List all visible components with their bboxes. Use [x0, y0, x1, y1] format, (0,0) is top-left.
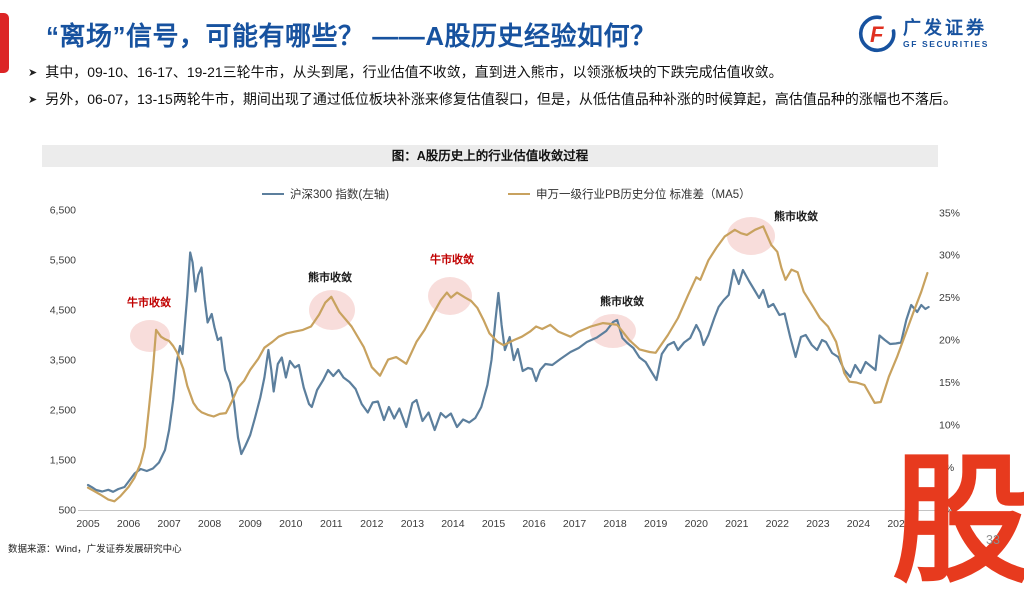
x-axis-tick: 2018 [603, 518, 627, 530]
y-axis-tick-right: 0% [939, 504, 954, 516]
accent-bar [0, 13, 9, 73]
pb-percentile-std-line [86, 225, 929, 503]
x-axis-tick: 2012 [360, 518, 384, 530]
source-note: 数据来源：Wind，广发证券发展研究中心 [8, 544, 182, 555]
highlight-ellipse [309, 290, 355, 330]
x-axis-tick: 2008 [198, 518, 222, 530]
legend-item-pb-std: 申万一级行业PB历史分位 标准差（MA5） [508, 186, 751, 202]
y-axis-tick-right: 20% [939, 335, 960, 347]
annotation-label: 熊市收敛 [600, 294, 644, 308]
legend-label-hs300: 沪深300 指数(左轴) [290, 189, 390, 201]
y-axis-tick-right: 15% [939, 377, 960, 389]
y-axis-tick-left: 4,500 [50, 305, 76, 317]
chart-header-bar: 图：A股历史上的行业估值收敛过程 [42, 145, 938, 167]
bullet-item-2: ➤ 另外，06-07，13-15两轮牛市，期间出现了通过低位板块补涨来修复估值裂口… [28, 89, 1018, 109]
chart-legend: 沪深300 指数(左轴) 申万一级行业PB历史分位 标准差（MA5） [0, 186, 1024, 202]
x-axis-tick: 2009 [239, 518, 263, 530]
x-axis-tick: 2016 [522, 518, 546, 530]
y-axis-tick-right: 30% [939, 250, 960, 262]
hs300-line [86, 251, 930, 493]
y-axis-tick-left: 3,500 [50, 355, 76, 367]
chart-title: 图：A股历史上的行业估值收敛过程 [391, 149, 589, 163]
gf-securities-logo: F 广发证券 GF SECURITIES [857, 14, 989, 54]
highlight-ellipse [590, 314, 636, 348]
y-axis-tick-left: 2,500 [50, 405, 76, 417]
bullet-arrow-icon: ➤ [28, 94, 38, 106]
bullet-text-1: 其中，09-10、16-17、19-21三轮牛市，从头到尾，行业估值不收敛，直到… [45, 64, 783, 80]
legend-swatch-pb-std [508, 192, 530, 196]
legend-label-pb-std: 申万一级行业PB历史分位 标准差（MA5） [536, 189, 751, 201]
y-axis-tick-right: 35% [939, 207, 960, 219]
bullet-item-1: ➤ 其中，09-10、16-17、19-21三轮牛市，从头到尾，行业估值不收敛，直… [28, 62, 1018, 82]
x-axis-tick: 2011 [320, 518, 343, 530]
y-axis-tick-left: 6,500 [50, 205, 76, 217]
logo-name-en: GF SECURITIES [903, 39, 989, 50]
svg-text:F: F [870, 22, 884, 47]
annotation-label: 牛市收敛 [430, 252, 474, 266]
y-axis-tick-left: 500 [58, 505, 76, 517]
annotation-label: 熊市收敛 [308, 270, 352, 284]
highlight-ellipse [130, 320, 170, 352]
page-number: 33 [986, 533, 1000, 547]
x-axis-tick: 2013 [401, 518, 425, 530]
gf-logo-mark-icon: F [858, 15, 896, 53]
y-axis-tick-right: 5% [939, 462, 954, 474]
x-axis-tick: 2022 [766, 518, 790, 530]
annotation-label: 熊市收敛 [774, 209, 818, 223]
annotation-label: 牛市收敛 [127, 295, 171, 309]
x-axis-tick: 2015 [482, 518, 506, 530]
chart-canvas: 2005 2006 2007 2008 2009 2010 2011 2012 2013 2014… [50, 205, 960, 531]
y-axis-tick-left: 1,500 [50, 455, 76, 467]
y-axis-tick-right: 10% [939, 419, 960, 431]
watermark-stock-character: 股 [891, 442, 1024, 599]
y-axis-tick-left: 5,500 [50, 255, 76, 267]
x-axis-tick: 2010 [279, 518, 303, 530]
legend-swatch-hs300 [262, 192, 284, 196]
bullet-arrow-icon: ➤ [28, 67, 38, 79]
logo-name-cn: 广发证券 [903, 18, 987, 39]
x-axis-tick: 2019 [644, 518, 668, 530]
x-axis-tick: 2024 [847, 518, 871, 530]
x-axis-tick: 2023 [806, 518, 830, 530]
page-title: “离场”信号，可能有哪些？ ——A股历史经验如何？ [46, 21, 657, 51]
y-axis-tick-right: 25% [939, 292, 960, 304]
x-axis-tick: 2006 [117, 518, 141, 530]
x-axis-tick: 2007 [157, 518, 181, 530]
x-axis-tick: 2014 [441, 518, 465, 530]
x-axis-tick: 2017 [563, 518, 587, 530]
x-axis-tick: 2020 [685, 518, 709, 530]
bullet-text-2: 另外，06-07，13-15两轮牛市，期间出现了通过低位板块补涨来修复估值裂口，… [45, 91, 957, 107]
x-axis-tick: 2021 [725, 518, 749, 530]
x-axis-tick: 2025 [887, 518, 911, 530]
legend-item-hs300: 沪深300 指数(左轴) [262, 186, 389, 202]
x-axis-tick: 2005 [76, 518, 100, 530]
